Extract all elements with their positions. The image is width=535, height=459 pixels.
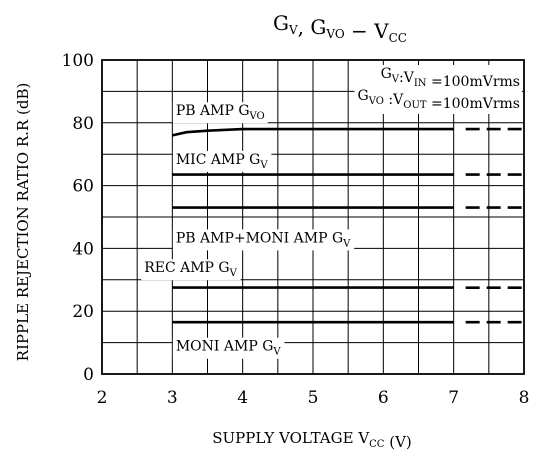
- label-rec-amp: REC AMP GV: [144, 260, 237, 279]
- condition-line-2: GVO :VOUT =100mVrms: [358, 88, 520, 112]
- y-tick-label: 60: [72, 177, 94, 197]
- title-layer: GV, GVO − VCC SUPPLY VOLTAGE VCC (V) RIPPL…: [14, 11, 412, 451]
- x-tick-label: 5: [308, 388, 319, 408]
- label-rec-amp-bg: [141, 259, 241, 281]
- label-mic-amp-bg: [172, 150, 272, 172]
- label-moni-amp-bg: [172, 337, 285, 359]
- label-mic-amp: MIC AMP GV: [176, 152, 269, 171]
- chart-title: GV, GVO − VCC: [273, 11, 407, 45]
- label-layer: PB AMP GVO MIC AMP GV PB AMP+MONI AMP GV RE…: [141, 65, 522, 359]
- label-pb-amp-bg: [172, 102, 268, 124]
- y-tick-label: 0: [83, 365, 94, 385]
- conditions-bg: [354, 65, 522, 114]
- series-line-1: [172, 127, 454, 137]
- y-tick-label: 100: [62, 51, 94, 71]
- x-tick-label: 7: [448, 388, 459, 408]
- y-axis-label: RIPPLE REJECTION RATIO R.R (dB): [14, 83, 32, 362]
- x-tick-label: 6: [378, 388, 389, 408]
- x-tick-label: 8: [519, 388, 530, 408]
- y-tick-label: 20: [72, 302, 94, 322]
- x-tick-label: 3: [167, 388, 178, 408]
- y-tick-label: 80: [72, 114, 94, 134]
- condition-line-1: GV:VIN =100mVrms: [381, 66, 520, 90]
- label-moni-amp: MONI AMP GV: [176, 339, 282, 358]
- plot-frame: [101, 59, 525, 375]
- series-layer: [172, 127, 524, 324]
- y-tick-label: 40: [72, 239, 94, 259]
- label-pb-amp: PB AMP GVO: [176, 103, 265, 122]
- label-pb-moni-amp: PB AMP+MONI AMP GV: [176, 230, 351, 249]
- x-tick-label: 2: [97, 388, 108, 408]
- x-tick-label: 4: [237, 388, 248, 408]
- label-pb-moni-amp-bg: [172, 229, 355, 251]
- x-axis-label: SUPPLY VOLTAGE VCC (V): [212, 429, 412, 451]
